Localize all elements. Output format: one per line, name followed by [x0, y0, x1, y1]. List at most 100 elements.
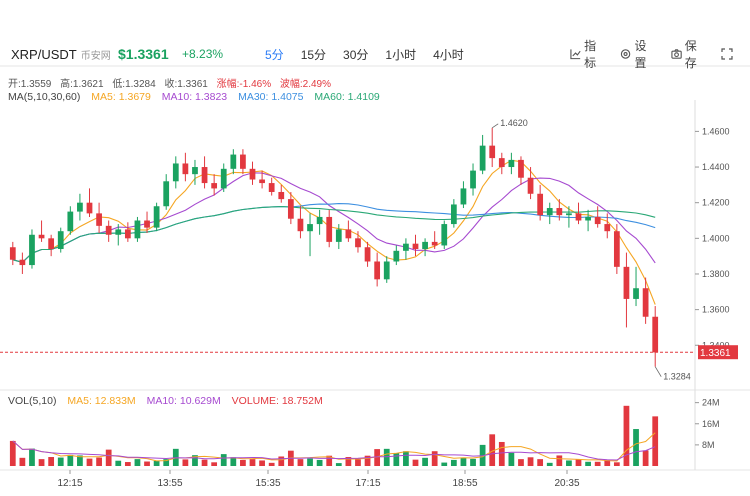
- fullscreen-button[interactable]: [721, 48, 736, 60]
- candle-body: [220, 168, 227, 189]
- volume-bar: [355, 459, 361, 466]
- volume-bar: [460, 457, 467, 466]
- volume-bar: [412, 459, 419, 466]
- volume-bar: [575, 459, 582, 466]
- tab-1h[interactable]: 1小时: [385, 47, 417, 62]
- volume-bar: [163, 459, 170, 466]
- volume-value: VOLUME: 18.752M: [231, 395, 323, 407]
- time-tick-label: 18:55: [452, 478, 477, 489]
- candle-body: [412, 243, 419, 250]
- camera-icon: [671, 49, 682, 59]
- volume-bar: [240, 459, 246, 466]
- candle-body: [422, 241, 428, 250]
- volume-bar: [297, 459, 304, 466]
- timeframe-tabs: 5分 15分 30分 1小时 4小时: [265, 45, 481, 63]
- candle-body: [29, 234, 35, 266]
- candle-body: [450, 204, 457, 225]
- candle-body: [623, 266, 630, 299]
- candle-body: [86, 202, 93, 214]
- volume-bar: [345, 457, 352, 466]
- ma30-value: MA30: 1.4075: [238, 91, 304, 103]
- close-value: 收:1.3361: [164, 79, 208, 90]
- settings-button[interactable]: 设置: [620, 37, 656, 71]
- volume-tick-label: 24M: [702, 398, 720, 408]
- candle-body: [470, 170, 476, 189]
- indicator-button[interactable]: 指标: [570, 37, 606, 71]
- vol-ma10-line: [12, 440, 656, 461]
- high-marker-label: 1.4620: [500, 118, 528, 128]
- chart-toolbar: 指标 设置 保存: [570, 39, 750, 70]
- price-tick-label: 1.4200: [702, 198, 730, 208]
- change-value: 涨幅:-1.46%: [216, 79, 272, 90]
- symbol-title: XRP/USDT 币安网: [11, 45, 111, 63]
- candle-body: [67, 211, 74, 232]
- candle-body: [182, 163, 189, 175]
- candle-body: [278, 191, 285, 200]
- volume-bar: [556, 455, 563, 466]
- volume-bar: [182, 459, 189, 466]
- time-tick-label: 15:35: [255, 478, 280, 489]
- candle-body: [652, 316, 659, 353]
- candle-body: [77, 202, 83, 212]
- volume-bar: [450, 459, 457, 466]
- candle-body: [345, 229, 352, 239]
- price-tick-label: 1.3800: [702, 269, 730, 279]
- volume-bar: [278, 456, 285, 466]
- volume-tick-label: 8M: [702, 440, 715, 450]
- candle-body: [105, 225, 112, 235]
- volume-bar: [230, 457, 237, 466]
- price-tick-label: 1.3600: [702, 305, 730, 315]
- candle-body: [201, 167, 208, 184]
- volume-bar: [134, 459, 141, 466]
- candle-body: [489, 145, 496, 159]
- tab-5m[interactable]: 5分: [265, 47, 284, 62]
- volume-bar: [393, 453, 400, 466]
- volume-bar: [642, 450, 649, 466]
- candle-body: [566, 213, 572, 216]
- candle-body: [153, 206, 160, 228]
- volume-bar: [489, 434, 496, 466]
- candle-body: [144, 220, 150, 228]
- candle-body: [38, 234, 45, 239]
- vol-legend: VOL(5,10) MA5: 12.833M MA10: 10.629M VOL…: [8, 395, 331, 407]
- tab-15m[interactable]: 15分: [300, 47, 327, 62]
- volume-bar: [201, 459, 208, 466]
- low-value: 低:1.3284: [112, 79, 156, 90]
- volume-bar: [249, 459, 256, 466]
- ma5-line: [12, 159, 656, 305]
- volume-bar: [153, 460, 160, 466]
- candle-body: [96, 213, 102, 226]
- tab-30m[interactable]: 30分: [343, 47, 369, 62]
- volume-bar: [441, 462, 448, 466]
- volume-bar: [335, 463, 342, 466]
- candle-body: [546, 208, 553, 216]
- volume-bar: [124, 462, 131, 466]
- ma60-value: MA60: 1.4109: [314, 91, 380, 103]
- volume-bar: [546, 462, 553, 466]
- vol-legend-title: VOL(5,10): [8, 395, 57, 407]
- candle-body: [575, 213, 582, 221]
- volume-bar: [19, 457, 26, 466]
- candle-body: [527, 177, 534, 194]
- candle-body: [383, 261, 390, 280]
- time-tick-label: 20:35: [554, 478, 579, 489]
- candle-body: [249, 168, 256, 180]
- save-label: 保存: [684, 39, 697, 70]
- candle-body: [287, 199, 294, 219]
- settings-label: 设置: [634, 39, 647, 70]
- volume-bar: [29, 448, 35, 466]
- volume-bar: [364, 455, 371, 466]
- volume-bar: [38, 459, 45, 466]
- tab-4h[interactable]: 4小时: [433, 47, 464, 62]
- current-price: $1.3361: [118, 46, 169, 62]
- last-price-label: 1.3361: [700, 348, 731, 359]
- save-button[interactable]: 保存: [671, 37, 707, 71]
- candle-body: [518, 159, 524, 178]
- candle-body: [508, 159, 515, 168]
- volume-tick-label: 16M: [702, 419, 720, 429]
- candles: [9, 127, 659, 367]
- candle-body: [460, 188, 467, 205]
- vol-ma10-value: MA10: 10.629M: [146, 395, 221, 407]
- candle-body: [48, 238, 55, 250]
